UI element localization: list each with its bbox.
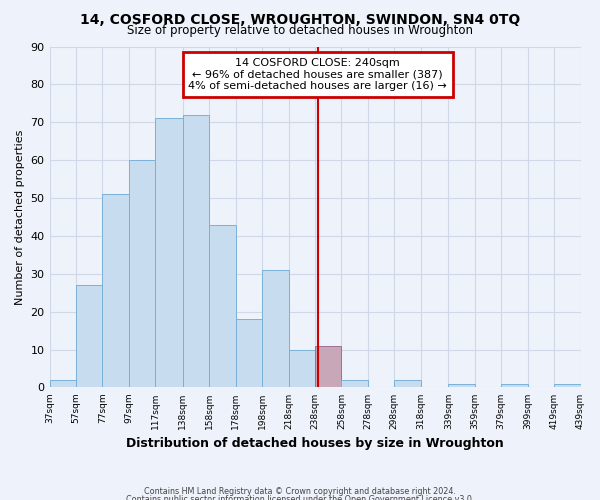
Bar — [129, 160, 155, 388]
Bar — [341, 380, 368, 388]
X-axis label: Distribution of detached houses by size in Wroughton: Distribution of detached houses by size … — [126, 437, 504, 450]
Bar — [236, 319, 262, 388]
Bar — [103, 194, 129, 388]
Text: Size of property relative to detached houses in Wroughton: Size of property relative to detached ho… — [127, 24, 473, 37]
Text: 14, COSFORD CLOSE, WROUGHTON, SWINDON, SN4 0TQ: 14, COSFORD CLOSE, WROUGHTON, SWINDON, S… — [80, 12, 520, 26]
Bar — [183, 114, 209, 388]
Bar — [50, 380, 76, 388]
Bar — [155, 118, 183, 388]
Bar — [448, 384, 475, 388]
Text: Contains public sector information licensed under the Open Government Licence v3: Contains public sector information licen… — [126, 495, 474, 500]
Y-axis label: Number of detached properties: Number of detached properties — [15, 130, 25, 304]
Bar — [289, 350, 315, 388]
Bar — [262, 270, 289, 388]
Bar — [209, 224, 236, 388]
Text: Contains HM Land Registry data © Crown copyright and database right 2024.: Contains HM Land Registry data © Crown c… — [144, 488, 456, 496]
Bar — [76, 285, 103, 388]
Bar — [501, 384, 527, 388]
Bar — [315, 346, 341, 388]
Text: 14 COSFORD CLOSE: 240sqm
← 96% of detached houses are smaller (387)
4% of semi-d: 14 COSFORD CLOSE: 240sqm ← 96% of detach… — [188, 58, 447, 91]
Bar — [394, 380, 421, 388]
Bar — [554, 384, 581, 388]
